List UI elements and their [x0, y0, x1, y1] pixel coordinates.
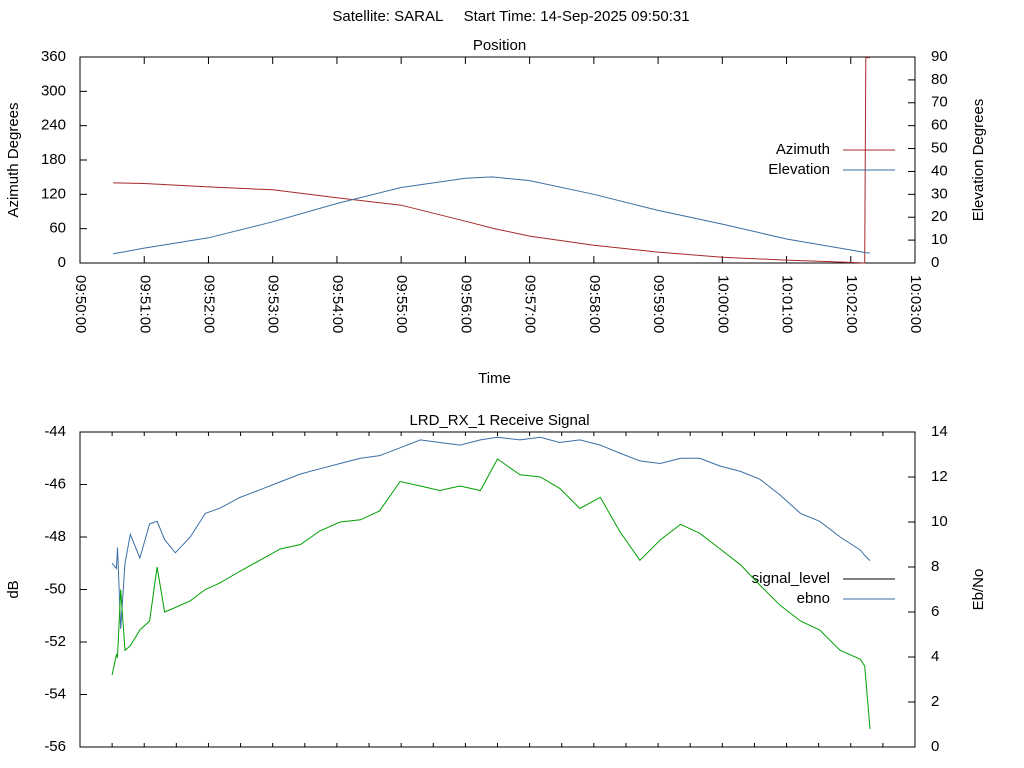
- y-tick-label: -56: [44, 738, 66, 755]
- y2-tick-label: 60: [931, 117, 948, 134]
- y2-tick-label: 0: [931, 254, 939, 271]
- page-title: Satellite: SARAL Start Time: 14-Sep-2025…: [332, 8, 689, 25]
- y2-tick-label: 40: [931, 162, 948, 179]
- series-line: [111, 458, 871, 730]
- series-line: [111, 436, 871, 629]
- y2-tick-label: 12: [931, 468, 948, 485]
- x-tick-label: 09:59:00: [650, 275, 667, 333]
- x-tick-label: 09:57:00: [522, 275, 539, 333]
- y2-tick-label: 90: [931, 48, 948, 65]
- x-tick-label: 09:52:00: [200, 275, 217, 333]
- y-axis-label: dB: [5, 580, 22, 598]
- y-axis-label: Azimuth Degrees: [5, 102, 22, 217]
- y-tick-label: -46: [44, 475, 66, 492]
- x-tick-label: 09:55:00: [393, 275, 410, 333]
- y-tick-label: 240: [41, 117, 66, 134]
- y-tick-label: -52: [44, 633, 66, 650]
- legend-label: Azimuth: [776, 141, 830, 158]
- y2-tick-label: 30: [931, 185, 948, 202]
- series-line: [113, 57, 870, 264]
- y2-tick-label: 2: [931, 693, 939, 710]
- y-tick-label: -44: [44, 423, 66, 440]
- x-tick-label: 09:53:00: [265, 275, 282, 333]
- y-tick-label: 60: [49, 220, 66, 237]
- x-tick-label: 10:02:00: [843, 275, 860, 333]
- y-tick-label: -50: [44, 580, 66, 597]
- y2-tick-label: 14: [931, 423, 948, 440]
- x-tick-label: 09:56:00: [457, 275, 474, 333]
- y-tick-label: 180: [41, 151, 66, 168]
- chart-title: Position: [473, 37, 526, 54]
- x-axis-label: Time: [478, 370, 511, 387]
- y2-tick-label: 50: [931, 140, 948, 157]
- y2-tick-label: 10: [931, 231, 948, 248]
- y2-tick-label: 20: [931, 208, 948, 225]
- legend-label: signal_level: [752, 570, 830, 587]
- y2-tick-label: 6: [931, 603, 939, 620]
- legend-label: Elevation: [768, 161, 830, 178]
- y2-axis-label: Elevation Degrees: [970, 99, 987, 222]
- series-line: [113, 176, 871, 255]
- x-tick-label: 09:54:00: [329, 275, 346, 333]
- y-tick-label: 300: [41, 82, 66, 99]
- x-tick-label: 09:50:00: [72, 275, 89, 333]
- y2-tick-label: 10: [931, 513, 948, 530]
- y-tick-label: 360: [41, 48, 66, 65]
- y2-tick-label: 70: [931, 94, 948, 111]
- y-tick-label: -48: [44, 528, 66, 545]
- x-tick-label: 09:51:00: [136, 275, 153, 333]
- chart-title: LRD_RX_1 Receive Signal: [409, 412, 589, 429]
- y2-axis-label: Eb/No: [970, 569, 987, 611]
- y2-tick-label: 0: [931, 738, 939, 755]
- x-tick-label: 09:58:00: [586, 275, 603, 333]
- y2-tick-label: 4: [931, 648, 939, 665]
- y-tick-label: 0: [58, 254, 66, 271]
- legend-label: ebno: [797, 590, 830, 607]
- y2-tick-label: 80: [931, 71, 948, 88]
- y-tick-label: -54: [44, 685, 66, 702]
- x-tick-label: 10:03:00: [907, 275, 924, 333]
- x-tick-label: 10:00:00: [714, 275, 731, 333]
- x-tick-label: 10:01:00: [779, 275, 796, 333]
- y2-tick-label: 8: [931, 558, 939, 575]
- y-tick-label: 120: [41, 185, 66, 202]
